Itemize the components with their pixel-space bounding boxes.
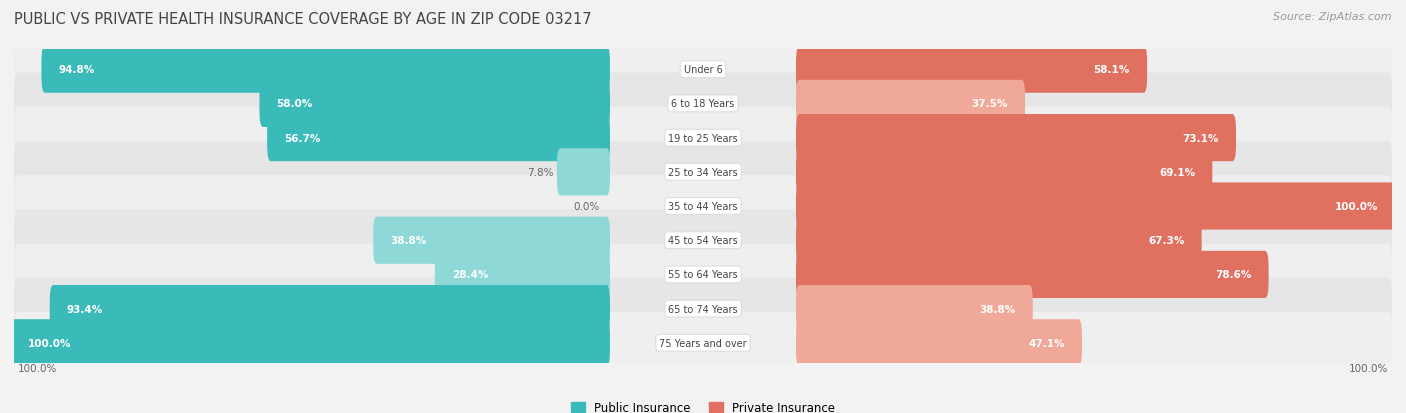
FancyBboxPatch shape <box>796 319 1083 366</box>
FancyBboxPatch shape <box>14 107 1392 169</box>
Text: 0.0%: 0.0% <box>574 202 599 211</box>
Text: 58.0%: 58.0% <box>277 99 314 109</box>
FancyBboxPatch shape <box>796 285 1033 332</box>
Text: 94.8%: 94.8% <box>59 65 94 75</box>
FancyBboxPatch shape <box>373 217 610 264</box>
FancyBboxPatch shape <box>41 47 610 94</box>
Text: 100.0%: 100.0% <box>17 363 56 373</box>
FancyBboxPatch shape <box>434 251 610 298</box>
Text: 69.1%: 69.1% <box>1159 167 1195 177</box>
Text: 38.8%: 38.8% <box>980 304 1015 314</box>
Text: Under 6: Under 6 <box>683 65 723 75</box>
Text: 100.0%: 100.0% <box>1350 363 1389 373</box>
Text: 7.8%: 7.8% <box>527 167 554 177</box>
Text: 6 to 18 Years: 6 to 18 Years <box>672 99 734 109</box>
FancyBboxPatch shape <box>14 176 1392 237</box>
Legend: Public Insurance, Private Insurance: Public Insurance, Private Insurance <box>571 401 835 413</box>
FancyBboxPatch shape <box>796 251 1268 298</box>
FancyBboxPatch shape <box>49 285 610 332</box>
Text: 55 to 64 Years: 55 to 64 Years <box>668 270 738 280</box>
FancyBboxPatch shape <box>11 319 610 366</box>
FancyBboxPatch shape <box>796 115 1236 162</box>
FancyBboxPatch shape <box>796 47 1147 94</box>
FancyBboxPatch shape <box>14 244 1392 306</box>
FancyBboxPatch shape <box>14 39 1392 101</box>
FancyBboxPatch shape <box>796 81 1025 128</box>
Text: 67.3%: 67.3% <box>1149 236 1184 246</box>
Text: 47.1%: 47.1% <box>1028 338 1064 348</box>
FancyBboxPatch shape <box>14 142 1392 203</box>
Text: 37.5%: 37.5% <box>972 99 1008 109</box>
FancyBboxPatch shape <box>796 149 1212 196</box>
Text: 56.7%: 56.7% <box>284 133 321 143</box>
Text: 78.6%: 78.6% <box>1215 270 1251 280</box>
Text: 25 to 34 Years: 25 to 34 Years <box>668 167 738 177</box>
Text: 45 to 54 Years: 45 to 54 Years <box>668 236 738 246</box>
Text: 100.0%: 100.0% <box>28 338 72 348</box>
FancyBboxPatch shape <box>260 81 610 128</box>
FancyBboxPatch shape <box>796 217 1202 264</box>
FancyBboxPatch shape <box>14 278 1392 339</box>
Text: PUBLIC VS PRIVATE HEALTH INSURANCE COVERAGE BY AGE IN ZIP CODE 03217: PUBLIC VS PRIVATE HEALTH INSURANCE COVER… <box>14 12 592 27</box>
Text: 19 to 25 Years: 19 to 25 Years <box>668 133 738 143</box>
FancyBboxPatch shape <box>14 210 1392 271</box>
Text: 28.4%: 28.4% <box>453 270 488 280</box>
Text: 75 Years and over: 75 Years and over <box>659 338 747 348</box>
Text: 38.8%: 38.8% <box>391 236 426 246</box>
Text: 93.4%: 93.4% <box>67 304 103 314</box>
Text: 73.1%: 73.1% <box>1182 133 1219 143</box>
Text: 35 to 44 Years: 35 to 44 Years <box>668 202 738 211</box>
FancyBboxPatch shape <box>557 149 610 196</box>
FancyBboxPatch shape <box>796 183 1395 230</box>
Text: 100.0%: 100.0% <box>1334 202 1378 211</box>
FancyBboxPatch shape <box>267 115 610 162</box>
FancyBboxPatch shape <box>14 74 1392 135</box>
Text: Source: ZipAtlas.com: Source: ZipAtlas.com <box>1274 12 1392 22</box>
FancyBboxPatch shape <box>14 312 1392 374</box>
Text: 65 to 74 Years: 65 to 74 Years <box>668 304 738 314</box>
Text: 58.1%: 58.1% <box>1094 65 1130 75</box>
